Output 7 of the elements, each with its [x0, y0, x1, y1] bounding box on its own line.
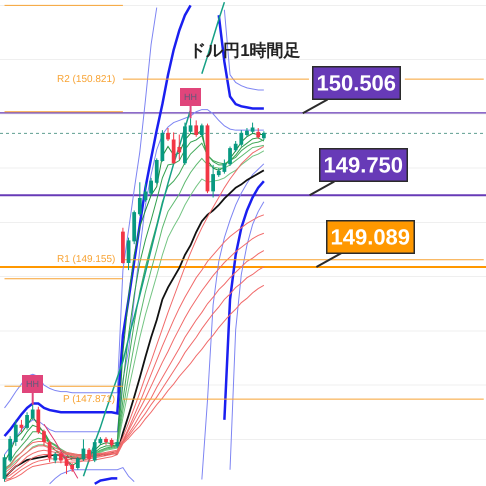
ref-line-label: 149.750	[324, 152, 404, 178]
annotation: HH	[26, 379, 39, 389]
ref-line-label: 149.089	[330, 224, 410, 250]
ref-line-label: 150.506	[316, 70, 396, 96]
annotation: HH	[184, 92, 197, 102]
series-label: R1 (149.155)	[57, 254, 116, 265]
series-label: R2 (150.821)	[57, 74, 116, 85]
